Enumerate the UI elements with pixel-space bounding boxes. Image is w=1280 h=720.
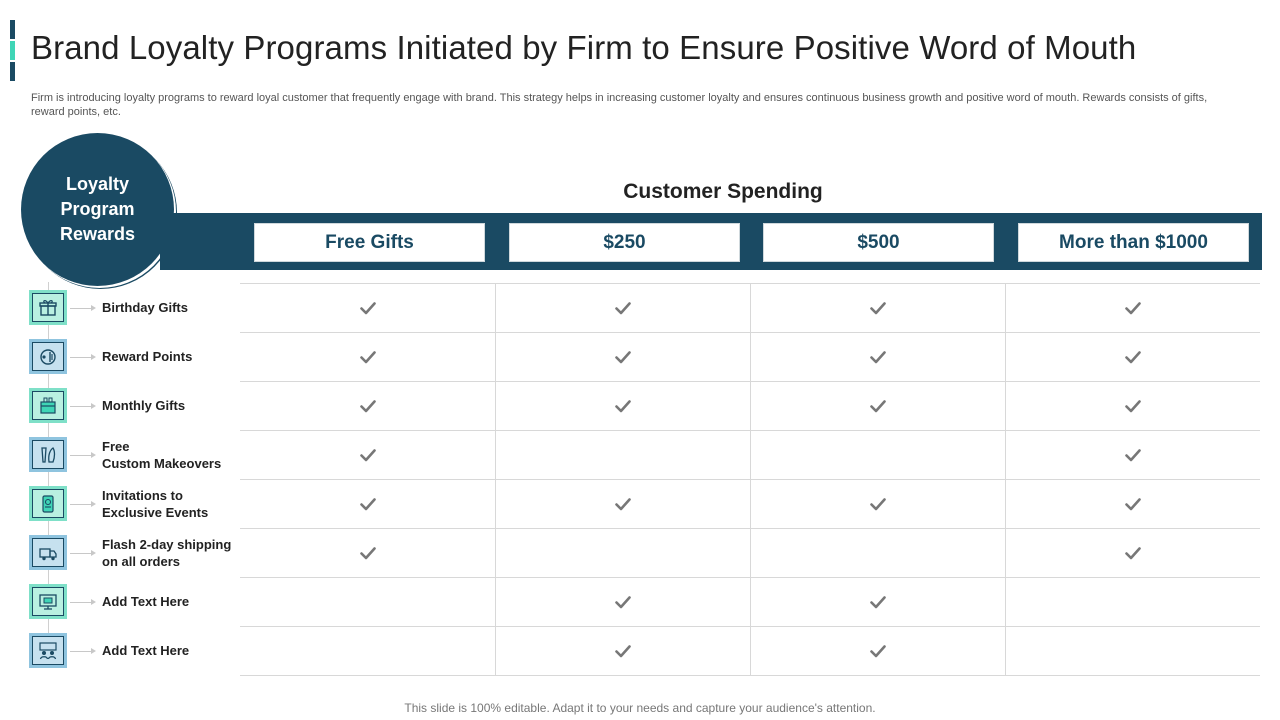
checkmark-icon bbox=[1122, 493, 1144, 515]
checkmark-icon bbox=[867, 297, 889, 319]
arrow-icon bbox=[70, 402, 96, 409]
column-header-more-than-1000: More than $1000 bbox=[1018, 223, 1249, 262]
checkmark-icon bbox=[612, 297, 634, 319]
checkmark-icon bbox=[612, 640, 634, 662]
monthly-gift-icon bbox=[32, 391, 64, 420]
row-divider bbox=[240, 381, 1260, 382]
checkmark-icon bbox=[357, 395, 379, 417]
arrow-icon bbox=[70, 549, 96, 556]
footer-note: This slide is 100% editable. Adapt it to… bbox=[404, 701, 876, 715]
checkmark-icon bbox=[1122, 444, 1144, 466]
makeover-icon bbox=[32, 440, 64, 469]
monitor-icon bbox=[32, 587, 64, 616]
row-icon-box bbox=[29, 388, 67, 423]
row-label: Free Custom Makeovers bbox=[102, 438, 222, 471]
badge-label: Loyalty Program Rewards bbox=[59, 174, 136, 244]
row-icon-box bbox=[29, 584, 67, 619]
row-icon-box bbox=[29, 633, 67, 668]
row-divider bbox=[240, 626, 1260, 627]
accent-bar-navy bbox=[10, 62, 15, 81]
checkmark-icon bbox=[1122, 395, 1144, 417]
row-icon-box bbox=[29, 290, 67, 325]
row-divider bbox=[240, 283, 1260, 284]
checkmark-icon bbox=[612, 346, 634, 368]
column-header-free-gifts: Free Gifts bbox=[254, 223, 485, 262]
customer-spending-heading: Customer Spending bbox=[623, 180, 823, 203]
checkmark-icon bbox=[357, 297, 379, 319]
checkmark-icon bbox=[612, 395, 634, 417]
checkmark-icon bbox=[357, 444, 379, 466]
team-icon bbox=[32, 636, 64, 665]
row-icon-box bbox=[29, 339, 67, 374]
row-label: Add Text Here bbox=[102, 643, 190, 658]
row-divider bbox=[240, 479, 1260, 480]
row-divider bbox=[240, 528, 1260, 529]
arrow-icon bbox=[70, 353, 96, 360]
row-label: Birthday Gifts bbox=[102, 300, 188, 315]
checkmark-icon bbox=[867, 493, 889, 515]
checkmark-icon bbox=[867, 640, 889, 662]
row-label: Flash 2-day shipping on all orders bbox=[102, 536, 232, 569]
row-label: Invitations to Exclusive Events bbox=[102, 487, 209, 520]
row-label: Add Text Here bbox=[102, 594, 190, 609]
checkmark-icon bbox=[867, 591, 889, 613]
delivery-truck-icon bbox=[32, 538, 64, 567]
arrow-icon bbox=[70, 304, 96, 311]
checkmark-icon bbox=[867, 346, 889, 368]
row-divider bbox=[240, 675, 1260, 676]
row-label: Reward Points bbox=[102, 349, 193, 364]
checkmark-icon bbox=[612, 493, 634, 515]
arrow-icon bbox=[70, 647, 96, 654]
checkmark-icon bbox=[612, 591, 634, 613]
arrow-icon bbox=[70, 451, 96, 458]
accent-bar-navy bbox=[10, 20, 15, 39]
column-header-250: $250 bbox=[509, 223, 740, 262]
row-label: Monthly Gifts bbox=[102, 398, 186, 413]
accent-bar-teal bbox=[10, 41, 15, 60]
row-divider bbox=[240, 332, 1260, 333]
invitation-icon bbox=[32, 489, 64, 518]
checkmark-icon bbox=[1122, 297, 1144, 319]
checkmark-icon bbox=[357, 542, 379, 564]
arrow-icon bbox=[70, 598, 96, 605]
page-title: Brand Loyalty Programs Initiated by Firm… bbox=[31, 29, 1137, 66]
checkmark-icon bbox=[357, 493, 379, 515]
reward-points-icon bbox=[32, 342, 64, 371]
loyalty-program-rewards-badge: Loyalty Program Rewards bbox=[21, 133, 174, 286]
title-accent-bars bbox=[10, 20, 15, 83]
row-icon-box bbox=[29, 486, 67, 521]
row-icon-box bbox=[29, 437, 67, 472]
checkmark-icon bbox=[1122, 542, 1144, 564]
gift-icon bbox=[32, 293, 64, 322]
row-icon-box bbox=[29, 535, 67, 570]
column-header-500: $500 bbox=[763, 223, 994, 262]
page-subtitle: Firm is introducing loyalty programs to … bbox=[31, 92, 1208, 118]
checkmark-icon bbox=[357, 346, 379, 368]
checkmark-icon bbox=[1122, 346, 1144, 368]
arrow-icon bbox=[70, 500, 96, 507]
checkmark-icon bbox=[867, 395, 889, 417]
row-divider bbox=[240, 577, 1260, 578]
row-divider bbox=[240, 430, 1260, 431]
